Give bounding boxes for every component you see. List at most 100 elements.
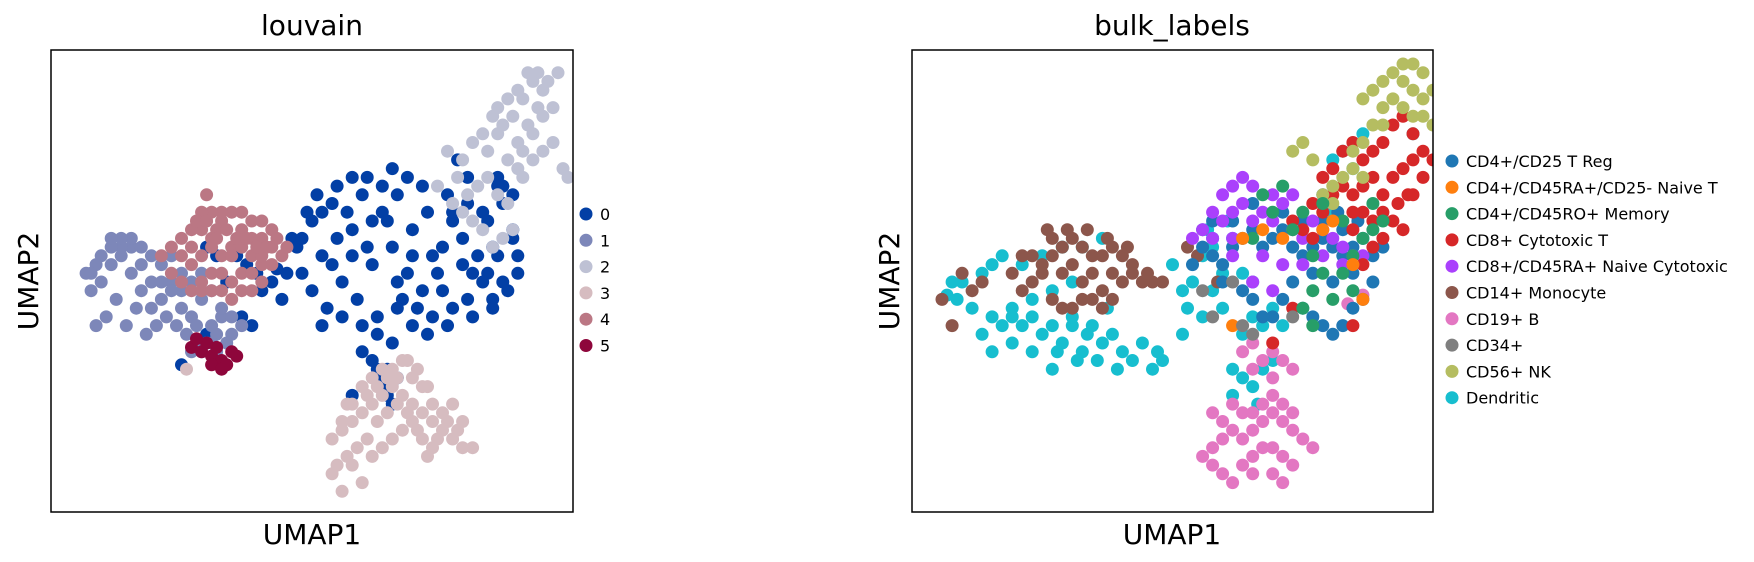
legend-marker — [1445, 154, 1459, 168]
legend-label: CD4+/CD45RO+ Memory — [1466, 205, 1670, 224]
point-3-20 — [350, 441, 364, 455]
point-cd8-cytotoxic-t-10 — [1406, 153, 1420, 167]
point-dendritic-33 — [1166, 258, 1179, 272]
point-2-12 — [476, 127, 490, 141]
point-4-42 — [195, 284, 209, 298]
point-4-12 — [225, 275, 239, 289]
legend-marker — [1445, 180, 1459, 194]
point-cd8-cd45ra-naive-cytotoxic-17 — [1226, 179, 1240, 193]
point-0-104 — [441, 319, 454, 333]
point-cd56-nk-4 — [1396, 74, 1410, 88]
point-cd14-monocyte-45 — [1141, 266, 1154, 280]
point-3-24 — [335, 423, 349, 437]
point-cd4-cd25-t-reg-29 — [1366, 275, 1380, 289]
point-1-1 — [84, 284, 98, 298]
legend-marker — [1445, 338, 1459, 352]
point-dendritic-34 — [1186, 275, 1199, 289]
point-1-16 — [170, 319, 183, 333]
point-0-33 — [466, 310, 480, 324]
point-5-8 — [200, 336, 214, 350]
point-0-31 — [426, 310, 439, 324]
point-2-38 — [476, 223, 490, 237]
point-2-13 — [466, 136, 480, 149]
point-1-24 — [119, 319, 133, 333]
point-4-48 — [255, 275, 269, 289]
point-cd56-nk-30 — [1406, 57, 1420, 71]
point-cd8-cd45ra-naive-cytotoxic-4 — [1236, 197, 1250, 210]
point-1-52 — [134, 240, 148, 254]
point-cd56-nk-29 — [1396, 57, 1410, 71]
panel-title: bulk_labels — [1094, 9, 1250, 42]
point-dendritic-13 — [1115, 345, 1129, 359]
point-2-32 — [491, 101, 505, 115]
point-4-28 — [255, 214, 269, 228]
point-cd19-b-28 — [1276, 449, 1290, 463]
point-1-35 — [225, 310, 239, 324]
point-3-59 — [451, 423, 465, 437]
point-3-8 — [415, 406, 429, 420]
point-3-58 — [441, 415, 454, 428]
point-cd19-b-18 — [1216, 432, 1230, 446]
point-3-57 — [431, 432, 444, 446]
point-dendritic-48 — [1276, 319, 1290, 333]
legend-item-1: 1 — [579, 231, 610, 250]
point-0-43 — [330, 231, 344, 245]
point-cd56-nk-8 — [1437, 75, 1450, 88]
point-cd8-cd45ra-naive-cytotoxic-11 — [1306, 214, 1320, 228]
point-cd19-b-30 — [1246, 362, 1260, 376]
point-cd19-b-29 — [1286, 458, 1300, 472]
point-1-23 — [129, 301, 143, 315]
point-cd19-b-17 — [1286, 406, 1300, 420]
point-2-35 — [446, 197, 460, 210]
point-cd4-cd25-t-reg-21 — [1256, 310, 1270, 324]
point-cd56-nk-1 — [1366, 83, 1380, 97]
umap-panel-louvain: louvain UMAP1 UMAP2 0 1 2 3 4 5 — [12, 9, 610, 551]
point-dendritic-29 — [1125, 354, 1139, 367]
point-4-54 — [240, 231, 254, 245]
legend-item-5: 5 — [579, 337, 610, 356]
point-cd8-cytotoxic-t-11 — [1416, 144, 1430, 158]
point-3-48 — [325, 467, 339, 481]
point-0-56 — [431, 266, 444, 280]
point-dendritic-7 — [1065, 275, 1079, 289]
point-cd19-b-4 — [1246, 423, 1260, 437]
point-0-54 — [350, 292, 364, 306]
point-cd56-nk-6 — [1416, 92, 1430, 106]
point-4-38 — [154, 249, 168, 263]
point-cd56-nk-14 — [1386, 92, 1400, 106]
point-dendritic-37 — [1216, 301, 1230, 315]
point-cd14-monocyte-24 — [1075, 240, 1089, 254]
point-4-11 — [215, 266, 229, 280]
point-5-9 — [190, 332, 203, 346]
point-cd4-cd45ro-memory-8 — [1306, 249, 1320, 263]
point-cd14-monocyte-22 — [1055, 240, 1069, 254]
point-2-42 — [516, 170, 530, 184]
x-axis-label: UMAP1 — [1123, 518, 1222, 551]
legend: 0 1 2 3 4 5 — [579, 205, 610, 356]
point-cd19-b-40 — [1266, 467, 1280, 481]
point-1-25 — [109, 292, 123, 306]
point-cd8-cd45ra-naive-cytotoxic-16 — [1216, 188, 1230, 202]
legend-marker — [579, 312, 593, 326]
point-4-13 — [235, 266, 249, 280]
point-0-82 — [415, 284, 429, 298]
point-cd4-cd25-t-reg-0 — [1186, 258, 1199, 272]
point-4-14 — [245, 266, 259, 280]
point-3-41 — [375, 441, 389, 455]
legend-item-2: 2 — [579, 258, 610, 277]
point-3-19 — [360, 432, 374, 446]
point-cd8-cd45ra-naive-cytotoxic-23 — [1256, 249, 1270, 263]
point-5-11 — [215, 362, 229, 376]
point-cd14-monocyte-29 — [1125, 266, 1139, 280]
legend-marker — [579, 233, 593, 247]
point-cd56-nk-28 — [1306, 153, 1320, 167]
point-cd14-monocyte-38 — [1095, 301, 1109, 315]
point-cd19-b-31 — [1256, 354, 1270, 367]
point-2-14 — [456, 153, 470, 167]
point-dendritic-26 — [1070, 354, 1084, 367]
point-cd8-cytotoxic-t-17 — [1386, 118, 1400, 132]
point-cd8-cytotoxic-t-34 — [1356, 258, 1370, 272]
point-cd56-nk-11 — [1416, 109, 1430, 123]
point-cd4-cd45ra-cd25-naive-t-6 — [1356, 292, 1370, 306]
